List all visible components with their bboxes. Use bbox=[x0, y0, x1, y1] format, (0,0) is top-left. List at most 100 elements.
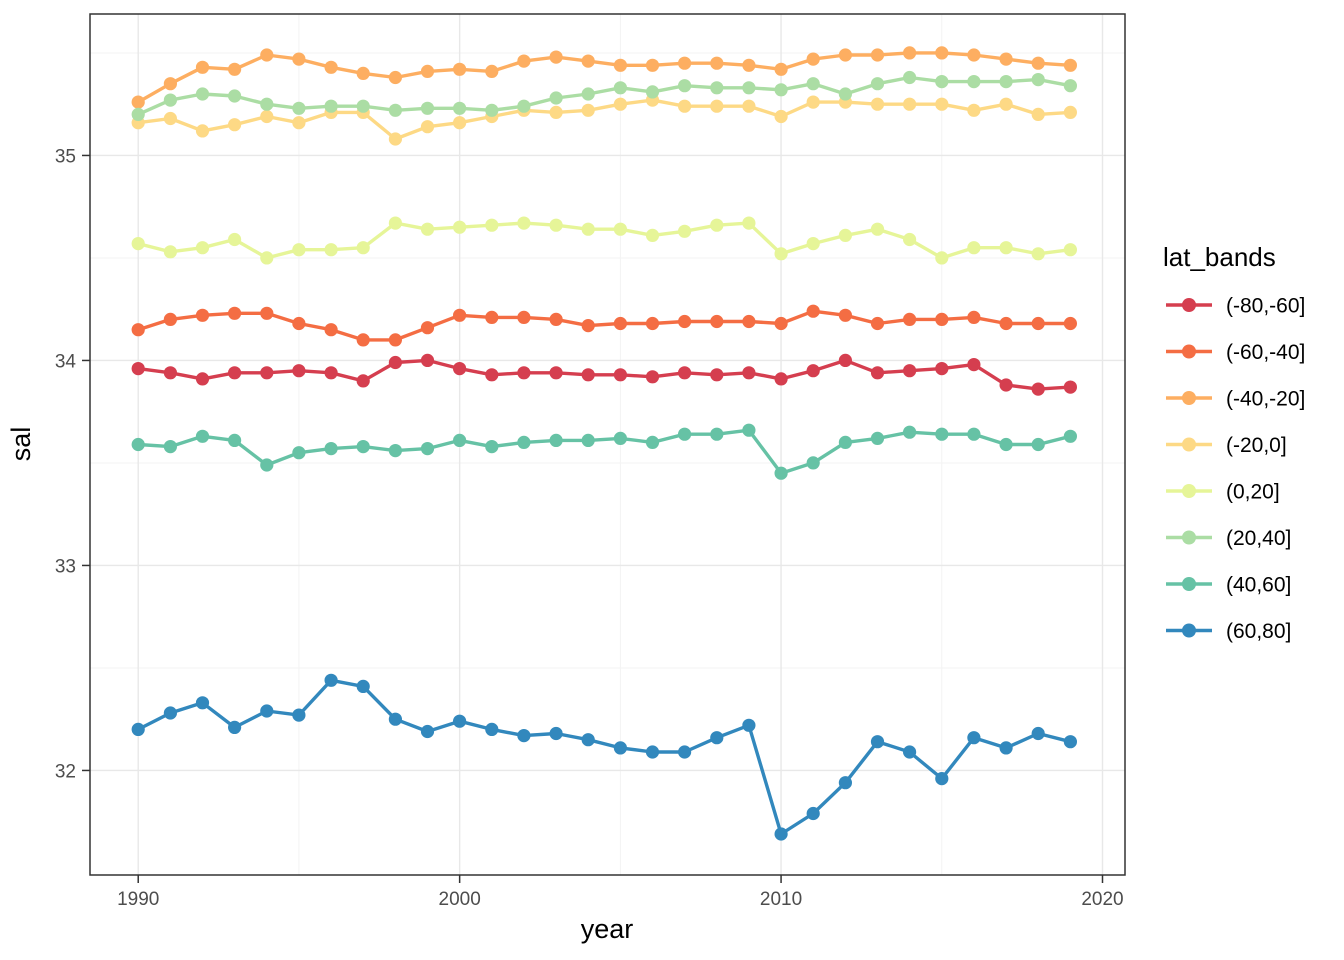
series-(40,60] bbox=[131, 423, 1077, 480]
data-point bbox=[613, 81, 628, 95]
data-point bbox=[806, 237, 820, 251]
series-(60,80] bbox=[131, 673, 1077, 841]
data-point bbox=[260, 251, 274, 265]
data-point bbox=[774, 466, 788, 480]
data-point bbox=[999, 97, 1013, 111]
data-point bbox=[163, 245, 177, 259]
data-point bbox=[678, 224, 692, 238]
data-point bbox=[388, 444, 402, 458]
data-point bbox=[613, 58, 628, 72]
data-point bbox=[870, 431, 885, 445]
data-point bbox=[742, 366, 756, 380]
axis-tick-labels: 1990 2000 2010 2020 32 33 34 35 bbox=[55, 146, 1124, 910]
data-point bbox=[420, 353, 435, 367]
data-point bbox=[131, 323, 145, 337]
data-point bbox=[967, 75, 981, 89]
data-point bbox=[485, 722, 499, 737]
data-point bbox=[710, 56, 724, 70]
data-point bbox=[1063, 429, 1077, 443]
data-point bbox=[195, 60, 210, 74]
data-point bbox=[1031, 437, 1045, 452]
data-point bbox=[742, 81, 756, 95]
data-point bbox=[517, 216, 531, 230]
data-point bbox=[420, 64, 435, 78]
data-point bbox=[549, 50, 563, 64]
data-point bbox=[710, 427, 724, 441]
data-point bbox=[131, 237, 145, 251]
data-point bbox=[710, 368, 724, 382]
data-point bbox=[292, 446, 306, 460]
legend-item-(-80,-60]: (-80,-60] bbox=[1166, 295, 1305, 318]
data-point bbox=[1063, 58, 1077, 72]
data-point bbox=[228, 306, 242, 320]
data-point bbox=[163, 706, 177, 720]
data-point bbox=[806, 304, 820, 318]
legend-key-point bbox=[1182, 391, 1196, 405]
data-point bbox=[420, 222, 435, 236]
data-point bbox=[485, 440, 499, 454]
data-point bbox=[549, 726, 563, 741]
data-point bbox=[549, 312, 563, 326]
data-point bbox=[742, 216, 756, 230]
data-point bbox=[838, 308, 853, 322]
data-point bbox=[581, 733, 595, 747]
data-point bbox=[742, 58, 756, 72]
data-point bbox=[967, 241, 981, 255]
data-point bbox=[1063, 79, 1077, 93]
data-point bbox=[356, 374, 370, 388]
data-point bbox=[935, 251, 949, 265]
data-point bbox=[645, 435, 660, 449]
data-point bbox=[163, 366, 177, 380]
data-point bbox=[613, 368, 628, 382]
legend-key-point bbox=[1182, 623, 1196, 638]
data-point bbox=[356, 440, 370, 454]
data-point bbox=[228, 89, 242, 103]
data-point bbox=[356, 99, 370, 113]
data-point bbox=[806, 77, 820, 91]
data-point bbox=[131, 95, 145, 109]
data-point bbox=[1063, 243, 1077, 257]
data-point bbox=[710, 99, 724, 113]
data-point bbox=[485, 368, 499, 382]
data-point bbox=[742, 314, 756, 329]
data-point bbox=[903, 232, 917, 247]
data-point bbox=[517, 99, 531, 113]
series-line bbox=[136, 221, 1073, 260]
data-point bbox=[935, 362, 949, 376]
data-point bbox=[678, 427, 692, 441]
data-point bbox=[678, 99, 692, 113]
data-point bbox=[485, 64, 499, 78]
data-point bbox=[710, 218, 724, 232]
data-point bbox=[710, 731, 724, 745]
data-point bbox=[838, 48, 853, 62]
data-point bbox=[292, 364, 306, 378]
data-point bbox=[356, 333, 370, 347]
data-point bbox=[678, 366, 692, 380]
data-point bbox=[967, 48, 981, 62]
data-point bbox=[260, 109, 274, 124]
data-point bbox=[453, 433, 467, 447]
data-point bbox=[645, 58, 660, 72]
data-point bbox=[260, 306, 274, 320]
data-point bbox=[453, 116, 467, 130]
data-point bbox=[645, 316, 660, 331]
data-point bbox=[903, 46, 917, 60]
data-point bbox=[292, 316, 306, 331]
data-point bbox=[613, 316, 628, 331]
legend-item-label: (0,20] bbox=[1226, 481, 1280, 504]
data-point bbox=[517, 435, 531, 449]
data-point bbox=[806, 52, 820, 66]
data-point bbox=[967, 358, 981, 372]
data-point bbox=[838, 87, 853, 101]
data-point bbox=[935, 427, 949, 441]
data-point bbox=[324, 442, 338, 456]
data-point bbox=[581, 103, 595, 117]
data-point bbox=[581, 368, 595, 382]
data-point bbox=[163, 111, 177, 126]
data-point bbox=[420, 442, 435, 456]
legend-key-point bbox=[1182, 577, 1196, 591]
data-point bbox=[1031, 726, 1045, 741]
data-point bbox=[453, 362, 467, 376]
data-point bbox=[292, 116, 306, 130]
